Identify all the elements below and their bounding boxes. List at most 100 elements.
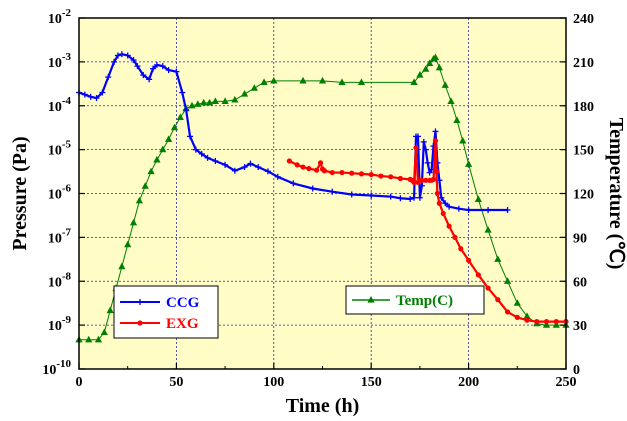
data-point xyxy=(432,138,439,144)
data-point xyxy=(422,65,430,72)
data-point xyxy=(440,210,446,217)
y-left-tick-label: 10-10 xyxy=(42,358,71,378)
data-point xyxy=(410,78,418,85)
y-axis-right-title: Temperature (℃) xyxy=(605,118,627,270)
data-point xyxy=(146,76,153,83)
data-point xyxy=(413,145,419,151)
data-point xyxy=(542,321,551,328)
data-point xyxy=(534,319,540,325)
y-right-tick-label: 210 xyxy=(573,56,594,71)
data-point xyxy=(147,167,155,175)
data-point xyxy=(358,171,365,177)
legend-pressure-box xyxy=(113,285,219,339)
data-point xyxy=(329,188,336,195)
data-point xyxy=(465,160,473,167)
data-point xyxy=(165,135,173,142)
data-point xyxy=(264,168,271,175)
data-point xyxy=(105,74,112,81)
y-left-tick-label: 10-7 xyxy=(48,226,72,246)
legend-temperature: Temp(C) xyxy=(345,285,485,315)
data-point xyxy=(420,138,427,145)
legend-temp-swatch xyxy=(352,296,390,303)
data-point xyxy=(368,192,375,199)
data-point xyxy=(222,161,229,168)
data-point xyxy=(503,277,512,284)
data-point xyxy=(552,321,560,328)
data-point xyxy=(348,191,355,198)
data-point xyxy=(192,146,199,153)
y-right-tick-label: 120 xyxy=(573,188,594,203)
y-left-tick-exponent: -7 xyxy=(62,226,72,238)
data-point xyxy=(141,182,149,189)
data-point xyxy=(290,180,297,187)
data-point xyxy=(314,167,320,173)
data-point xyxy=(357,78,366,85)
data-point xyxy=(419,177,425,183)
data-point xyxy=(368,171,374,178)
y-axis-left-title: Pressure (Pa) xyxy=(9,136,31,250)
data-point xyxy=(349,170,355,176)
data-point xyxy=(434,190,441,197)
data-point xyxy=(85,335,93,343)
data-point xyxy=(397,195,404,202)
y-right-tick-label: 240 xyxy=(573,12,594,27)
x-tick-label: 150 xyxy=(361,375,382,390)
data-point xyxy=(458,246,464,252)
data-point xyxy=(240,90,249,97)
legend-temp-marker xyxy=(367,296,375,303)
legend-exg-label: EXG xyxy=(166,316,199,332)
y-left-tick-base: 10 xyxy=(48,56,62,71)
data-point xyxy=(100,328,108,336)
legend-ccg-marker xyxy=(137,299,143,305)
data-point xyxy=(179,89,186,96)
data-point xyxy=(231,95,239,103)
legend-exg-marker xyxy=(137,320,143,326)
data-point xyxy=(414,133,421,140)
x-tick-label: 250 xyxy=(556,375,577,390)
y-left-tick-base: 10 xyxy=(48,319,62,334)
data-point xyxy=(435,63,443,71)
data-point xyxy=(114,52,121,59)
data-point xyxy=(475,272,481,278)
x-tick-label: 0 xyxy=(76,375,83,390)
data-point xyxy=(474,195,482,202)
x-tick-label: 50 xyxy=(169,375,183,390)
data-point xyxy=(204,154,211,161)
data-point xyxy=(118,51,125,58)
y-right-tick-label: 90 xyxy=(573,231,587,246)
y-left-tick-base: 10 xyxy=(42,363,56,378)
data-point xyxy=(465,207,472,214)
data-point xyxy=(286,158,292,164)
data-point xyxy=(150,65,157,72)
y-right-tick-label: 60 xyxy=(573,275,587,290)
data-point xyxy=(212,158,219,165)
data-point xyxy=(504,207,511,214)
data-point xyxy=(524,317,530,323)
data-point xyxy=(452,234,458,240)
data-point xyxy=(329,169,335,176)
data-point xyxy=(543,319,550,325)
data-point xyxy=(106,306,114,314)
data-point xyxy=(134,63,141,70)
y-left-tick-exponent: -5 xyxy=(62,139,72,151)
x-axis-title: Time (h) xyxy=(286,395,360,417)
data-point xyxy=(183,107,190,114)
data-point xyxy=(411,179,417,185)
y-left-tick-exponent: -2 xyxy=(62,7,72,19)
data-point xyxy=(338,78,346,85)
data-point xyxy=(255,164,262,171)
data-point xyxy=(118,262,126,270)
data-point xyxy=(211,97,219,104)
data-point xyxy=(173,68,180,75)
y-left-tick-base: 10 xyxy=(48,144,62,159)
data-point xyxy=(441,81,449,88)
data-point xyxy=(495,297,501,303)
y-left-tick-exponent: -10 xyxy=(56,358,71,370)
y-left-tick-label: 10-6 xyxy=(48,183,72,203)
data-point xyxy=(159,145,167,153)
data-point xyxy=(466,257,472,263)
data-point xyxy=(436,200,442,206)
data-point xyxy=(306,165,312,172)
data-point xyxy=(433,168,440,174)
series-temp-c- xyxy=(75,53,570,343)
